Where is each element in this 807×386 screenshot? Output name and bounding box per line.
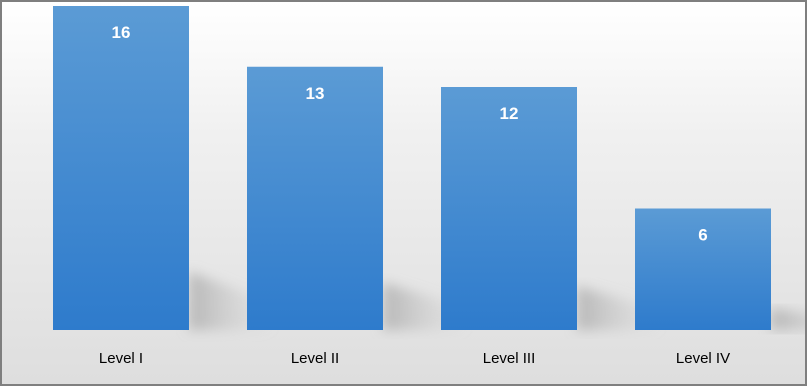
bar-level-iii	[441, 87, 577, 330]
bar-level-i	[53, 6, 189, 330]
category-labels: Level I Level II Level III Level IV	[99, 350, 730, 367]
data-label-level-iii: 12	[500, 104, 519, 123]
category-label-level-iii: Level III	[483, 350, 536, 367]
data-label-level-iv: 6	[698, 226, 707, 245]
data-label-level-ii: 13	[306, 84, 325, 103]
bar-level-iv	[635, 208, 771, 330]
category-label-level-iv: Level IV	[676, 350, 730, 367]
bar-level-ii	[247, 66, 383, 330]
bars	[53, 6, 771, 330]
category-label-level-i: Level I	[99, 350, 143, 367]
bar-shadow-level-iv	[771, 308, 805, 330]
category-label-level-ii: Level II	[291, 350, 339, 367]
data-labels: 16 13 12 6	[112, 23, 708, 245]
data-label-level-i: 16	[112, 23, 131, 42]
